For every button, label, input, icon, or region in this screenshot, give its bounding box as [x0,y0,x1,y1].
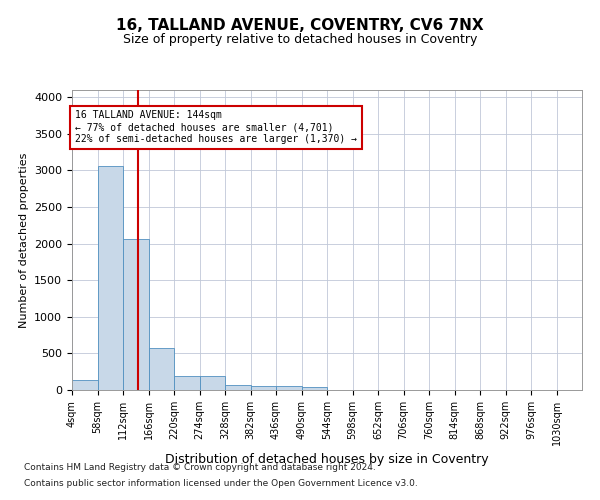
Bar [123,240,149,390]
Bar [276,386,302,390]
Bar [302,388,327,390]
X-axis label: Distribution of detached houses by size in Coventry: Distribution of detached houses by size … [165,454,489,466]
Bar [251,386,276,390]
Bar [174,376,199,390]
Bar [200,376,225,390]
Y-axis label: Number of detached properties: Number of detached properties [19,152,29,328]
Bar [72,380,97,390]
Text: Contains public sector information licensed under the Open Government Licence v3: Contains public sector information licen… [24,478,418,488]
Bar [149,348,174,390]
Text: 16, TALLAND AVENUE, COVENTRY, CV6 7NX: 16, TALLAND AVENUE, COVENTRY, CV6 7NX [116,18,484,32]
Bar [225,384,251,390]
Text: Size of property relative to detached houses in Coventry: Size of property relative to detached ho… [123,32,477,46]
Bar [97,166,123,390]
Text: Contains HM Land Registry data © Crown copyright and database right 2024.: Contains HM Land Registry data © Crown c… [24,464,376,472]
Text: 16 TALLAND AVENUE: 144sqm
← 77% of detached houses are smaller (4,701)
22% of se: 16 TALLAND AVENUE: 144sqm ← 77% of detac… [75,110,357,144]
